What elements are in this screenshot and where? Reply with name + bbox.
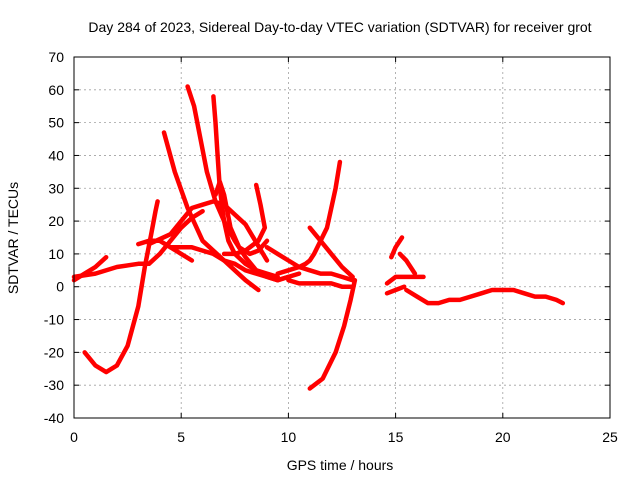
y-tick-label: 40 bbox=[48, 147, 64, 163]
x-axis-label: GPS time / hours bbox=[287, 457, 394, 473]
x-tick-label: 20 bbox=[495, 429, 511, 445]
y-tick-label: 30 bbox=[48, 180, 64, 196]
series-line-10 bbox=[213, 179, 270, 257]
series-line-12 bbox=[264, 245, 355, 283]
series-line-14 bbox=[307, 225, 355, 280]
x-tick-label: 25 bbox=[602, 429, 618, 445]
x-tick-label: 0 bbox=[70, 429, 78, 445]
series-line-13 bbox=[275, 159, 343, 276]
series-line-3 bbox=[82, 199, 160, 375]
y-tick-label: -20 bbox=[44, 344, 64, 360]
y-tick-label: -10 bbox=[44, 312, 64, 328]
y-tick-label: -40 bbox=[44, 410, 64, 426]
plot-frame bbox=[73, 56, 611, 419]
y-tick-label: 20 bbox=[48, 213, 64, 229]
series-line-5 bbox=[146, 199, 270, 263]
x-tick-label: 15 bbox=[388, 429, 404, 445]
series-line-8 bbox=[185, 84, 291, 283]
y-tick-label: -30 bbox=[44, 377, 64, 393]
y-axis-ticks: -40 -30 -20 -10 0 10 20 30 40 50 60 70 bbox=[44, 49, 610, 426]
chart-title: Day 284 of 2023, Sidereal Day-to-day VTE… bbox=[88, 19, 591, 35]
y-axis-label: SDTVAR / TECUs bbox=[5, 182, 21, 294]
series-line-18 bbox=[384, 274, 426, 286]
series-line-4 bbox=[136, 238, 195, 263]
series-line-16 bbox=[286, 277, 355, 289]
series-line-15 bbox=[307, 277, 358, 391]
grid-lines bbox=[74, 57, 610, 418]
x-tick-label: 10 bbox=[281, 429, 297, 445]
x-axis-ticks: 0 5 10 15 20 25 bbox=[70, 57, 618, 445]
series-line-2 bbox=[71, 208, 205, 280]
y-tick-label: 60 bbox=[48, 82, 64, 98]
data-series bbox=[71, 84, 566, 391]
series-line-20 bbox=[397, 251, 418, 276]
y-tick-label: 10 bbox=[48, 246, 64, 262]
y-tick-label: 0 bbox=[56, 279, 64, 295]
series-line-9 bbox=[211, 94, 280, 280]
series-line-19 bbox=[384, 284, 407, 296]
y-tick-label: 50 bbox=[48, 115, 64, 131]
x-tick-label: 5 bbox=[177, 429, 185, 445]
series-line-17 bbox=[389, 235, 405, 260]
series-line-21 bbox=[404, 287, 566, 306]
series-line-11 bbox=[221, 182, 268, 257]
series-line-6 bbox=[161, 130, 261, 293]
y-tick-label: 70 bbox=[48, 49, 64, 65]
